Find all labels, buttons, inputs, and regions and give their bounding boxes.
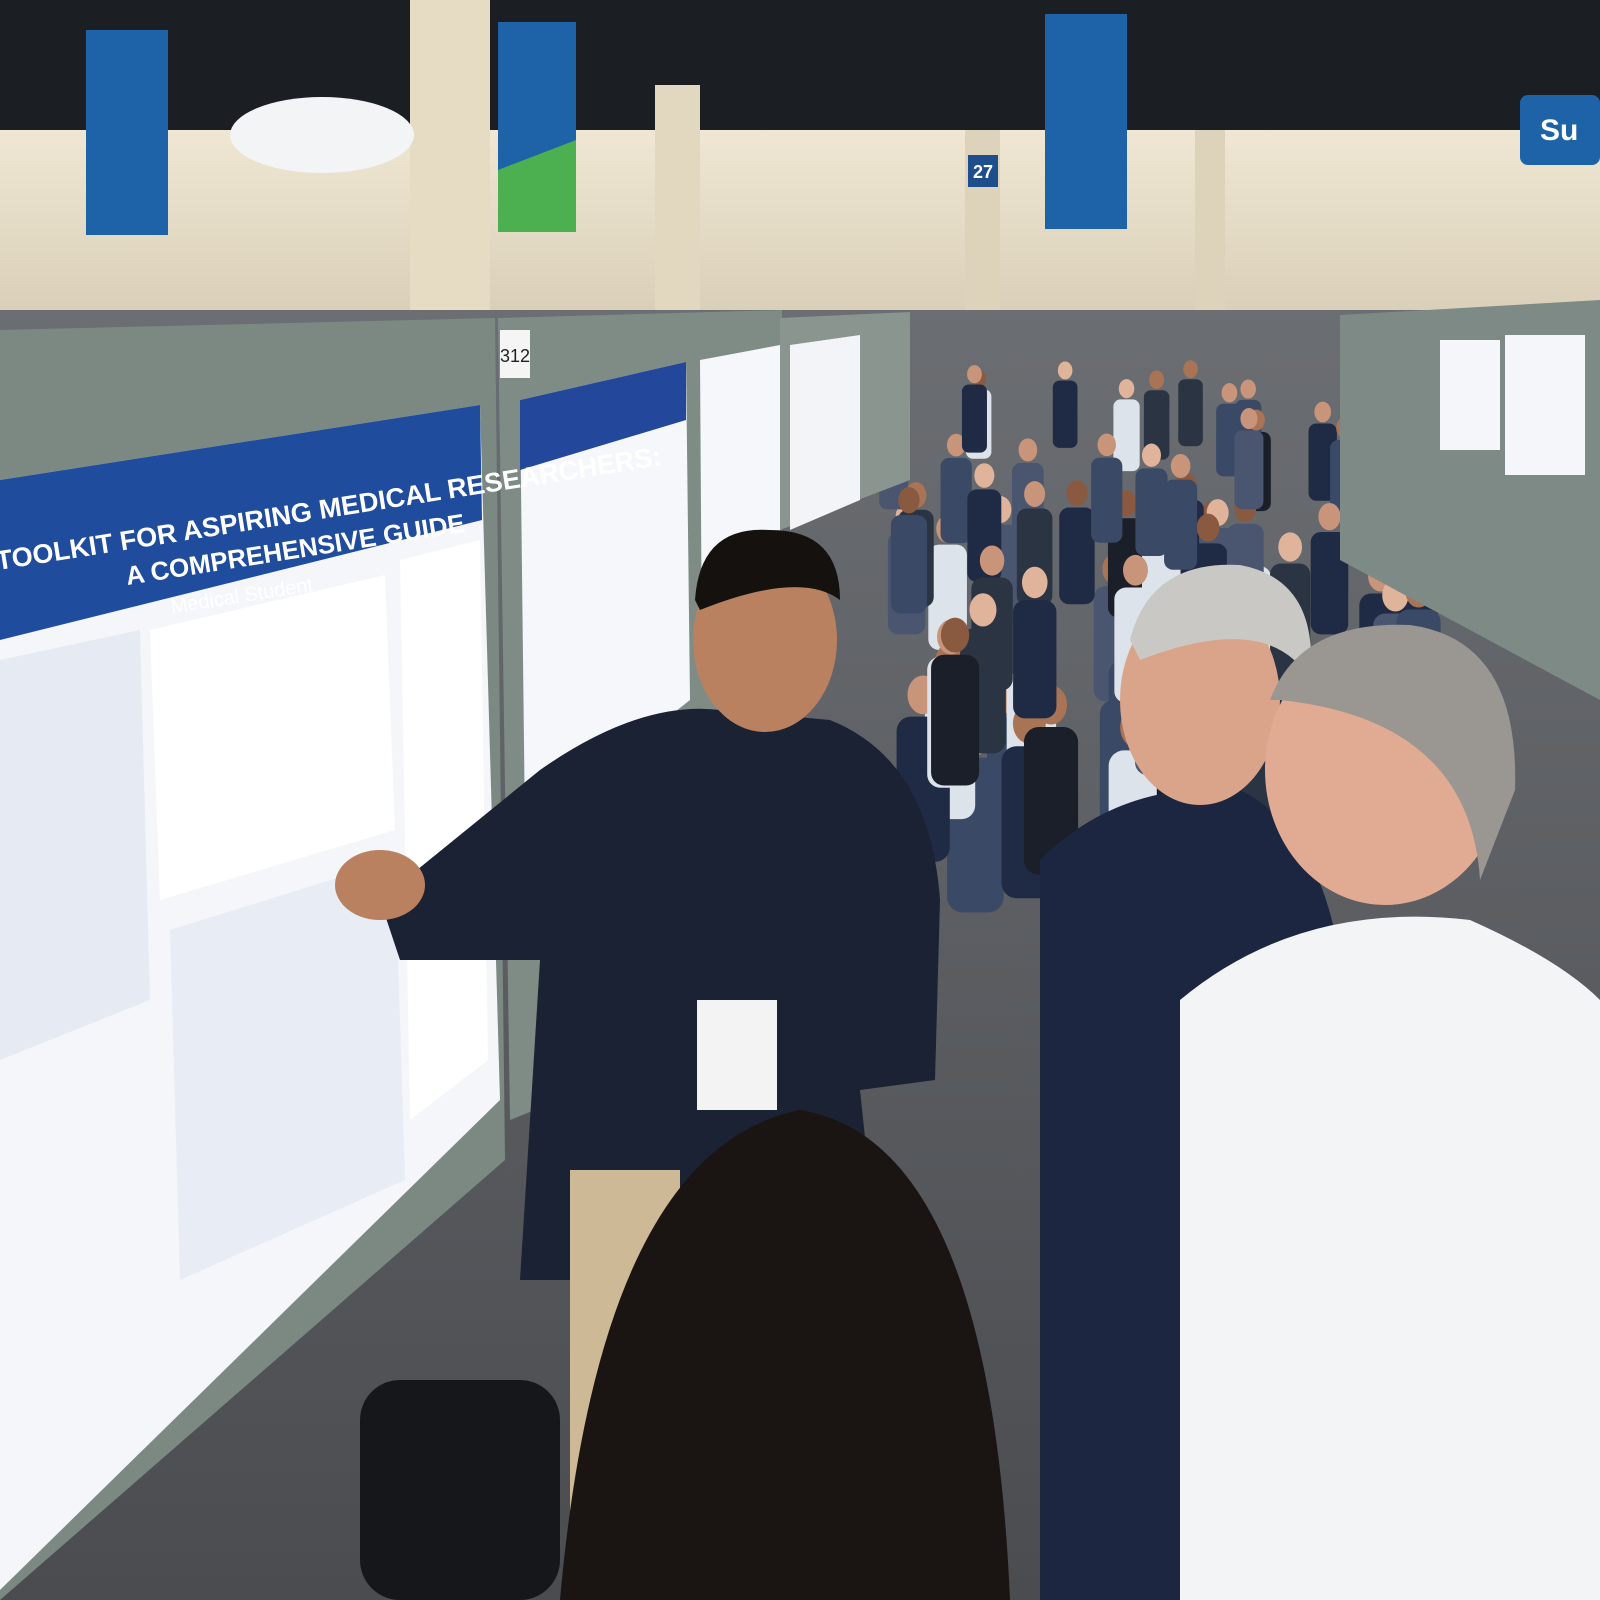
- presenter-hand: [335, 850, 425, 920]
- crowd-head: [1240, 408, 1258, 430]
- crowd-person: [1023, 727, 1079, 875]
- board-number-plate: [500, 330, 530, 378]
- hanging-banner: [86, 30, 168, 235]
- crowd-person: [1091, 457, 1123, 543]
- poster-column: [400, 540, 488, 1120]
- crowd-person: [931, 654, 980, 786]
- hanging-banner: [1045, 14, 1127, 229]
- crowd-head: [940, 617, 970, 653]
- crowd-head: [1024, 481, 1046, 507]
- crowd-head: [1183, 360, 1198, 379]
- crowd-head: [974, 463, 995, 488]
- poster-right: [1505, 335, 1585, 475]
- board-number: 312: [500, 346, 530, 366]
- crowd-head: [1221, 383, 1238, 403]
- poster-column: [150, 575, 395, 900]
- crowd-head: [1021, 566, 1048, 599]
- crowd-person: [890, 514, 928, 614]
- crowd-person: [961, 384, 987, 453]
- crowd-head: [1066, 480, 1088, 506]
- crowd-head: [1240, 379, 1256, 399]
- crowd-head: [1278, 532, 1303, 562]
- crowd-head: [898, 487, 920, 514]
- crowd-head: [946, 433, 966, 457]
- crowd-head: [1314, 401, 1332, 423]
- crowd-person: [940, 457, 972, 544]
- crowd-head: [1018, 438, 1038, 462]
- crowd-person: [1164, 479, 1198, 570]
- crowd-head: [1170, 453, 1191, 479]
- column: [655, 85, 700, 320]
- ring-sign: [1520, 95, 1600, 165]
- crowd-person: [1013, 600, 1057, 719]
- crowd-head: [1149, 370, 1165, 390]
- doctor-coat: [1180, 916, 1600, 1600]
- backpack: [360, 1380, 560, 1600]
- crowd-person: [1135, 468, 1168, 557]
- banner-text: Su: [1540, 114, 1578, 147]
- crowd-head: [1097, 433, 1116, 457]
- crowd-person: [1052, 380, 1078, 448]
- column: [1195, 130, 1225, 320]
- crowd-person: [1059, 507, 1095, 605]
- poster-column: [0, 630, 150, 1060]
- back-wall: [0, 130, 1600, 320]
- crowd-person: [1234, 430, 1264, 510]
- column: [410, 0, 490, 320]
- poster-header: [0, 405, 482, 640]
- crowd-person: [1178, 379, 1203, 447]
- doctor-hair: [1270, 624, 1516, 880]
- hanging-ring-sign: [230, 97, 414, 173]
- crowd-person: [1310, 531, 1349, 635]
- aisle-sign: [968, 155, 998, 187]
- crowd-head: [979, 545, 1005, 576]
- crowd-head: [967, 365, 982, 384]
- foreground-hair: [560, 1110, 1010, 1600]
- poster-table: [170, 860, 405, 1280]
- aisle-number: 27: [973, 162, 993, 182]
- crowd-head: [1196, 513, 1220, 542]
- crowd: [879, 360, 1441, 915]
- poster-secondary: [520, 362, 690, 830]
- poster-secondary-header: [520, 362, 686, 470]
- attendee-hair: [1130, 564, 1312, 680]
- crowd-person: [1113, 399, 1140, 472]
- crowd-head: [1318, 502, 1341, 531]
- name-badge: [697, 1000, 777, 1110]
- crowd-head: [1057, 361, 1073, 380]
- crowd-head: [1141, 443, 1161, 467]
- crowd-head: [1122, 554, 1148, 586]
- crowd-head: [1118, 379, 1135, 399]
- presenter-hair: [695, 529, 840, 610]
- crowd-person: [1308, 423, 1337, 501]
- poster-right: [1440, 340, 1500, 450]
- banner-accent: [498, 140, 576, 232]
- crowd-person: [1143, 390, 1170, 460]
- poster-far: [790, 335, 860, 530]
- crowd-head: [969, 593, 997, 627]
